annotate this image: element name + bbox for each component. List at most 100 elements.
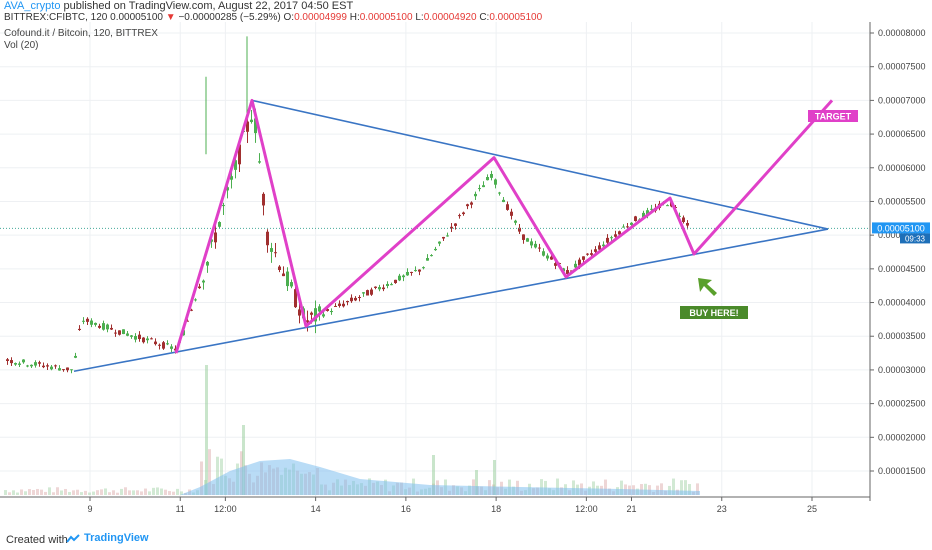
volume-bar [128,490,131,495]
volume-bar [136,490,139,495]
candle-body [546,255,549,259]
last-price-text: 0.00005100 [877,223,925,233]
x-tick-label: 14 [311,504,321,514]
volume-legend: Vol (20) [4,40,39,51]
volume-bar [88,492,91,495]
candle-body [54,365,57,367]
candle-body [534,243,537,248]
volume-bar [140,491,143,495]
candle-body [250,119,253,123]
candle-body [42,365,45,368]
y-tick-label: 0.00008000 [878,28,926,38]
candle-body [438,241,441,244]
candle-body [538,247,541,249]
candle-body [650,208,653,210]
candle-body [294,289,297,308]
candle-body [154,341,157,345]
volume-bar [592,481,595,495]
volume-bar [32,490,35,495]
candle-body [206,261,209,266]
candle-body [266,231,269,246]
candle-body [410,271,413,273]
candle-body [422,267,425,269]
candle-body [550,256,553,260]
candle-body [434,248,437,251]
target-label: TARGET [808,110,858,122]
candle-body [542,251,545,256]
candle-body [138,334,141,340]
candle-body [74,355,77,358]
last-price-tag [872,222,930,234]
volume-bar [96,490,99,495]
candle-body [482,185,485,188]
volume-bar [493,460,496,495]
candle-body [442,236,445,239]
candle-body [98,325,101,328]
candle-body [606,237,609,243]
volume-bar [12,490,15,495]
volume-bar [44,491,47,495]
volume-bar [176,488,179,495]
candle-body [90,320,93,325]
author-link[interactable]: AVA_crypto [4,0,61,12]
volume-bar [556,478,559,495]
price-chart[interactable]: 0.00008000 0.00007500 0.00007000 0.00006500… [0,22,932,522]
candle-body [270,248,273,252]
volume-bar [4,490,7,495]
volume-bar [172,491,175,495]
candle-body [686,222,689,226]
y-tick-label: 0.00001500 [878,466,926,476]
candle-body [350,297,353,302]
volume-ma-area [180,459,700,495]
volume-bar [640,484,643,495]
candle-body [522,234,525,240]
candle-body [506,204,509,210]
volume-bar [432,455,435,495]
candle-body [614,234,617,237]
candle-body [626,226,629,228]
triangle-lower-line [73,228,829,373]
candle-body [122,329,125,335]
candle-body [38,362,41,364]
forecast-path [174,98,834,354]
candle-body [190,309,193,311]
candle-body [390,284,393,286]
candle-body [358,297,361,299]
candle-body [142,337,145,343]
volume-bar [620,480,623,495]
candle-body [430,255,433,257]
candle-body [322,314,325,317]
volume-bar [16,492,19,495]
candle-body [426,258,429,261]
volume-bar [24,491,27,495]
volume-bar [152,487,155,495]
candle-body [298,309,301,316]
candle-body [202,280,205,283]
candle-body [582,256,585,260]
change-text: −0.00000285 (−5.29%) [178,12,281,23]
candle-body [214,232,217,243]
volume-bar [148,491,151,495]
volume-bar [56,487,59,495]
candle-body [22,359,25,363]
candle-body [254,118,257,134]
candle-body [238,144,241,165]
tradingview-logo[interactable]: TradingView [66,532,149,544]
candle-body [278,266,281,270]
candle-body [450,226,453,229]
candle-body [634,216,637,221]
x-tick-label: 12:00 [214,504,237,514]
target-label-text: TARGET [815,112,852,122]
target-label-bg [808,110,858,122]
candle-body [326,308,329,311]
volume-bar [92,491,95,495]
symbol-legend: Cofound.it / Bitcoin, 120, BITTREX [4,28,158,39]
volume-bar [540,479,543,495]
candle-body [78,328,81,331]
candle-body [474,193,477,197]
y-tick-label: 0.00004000 [878,298,926,308]
candle-body [666,205,669,207]
candle-body [158,344,161,346]
chart-area[interactable]: Cofound.it / Bitcoin, 120, BITTREX Vol (… [0,22,932,522]
down-arrow-icon: ▼ [165,12,176,23]
